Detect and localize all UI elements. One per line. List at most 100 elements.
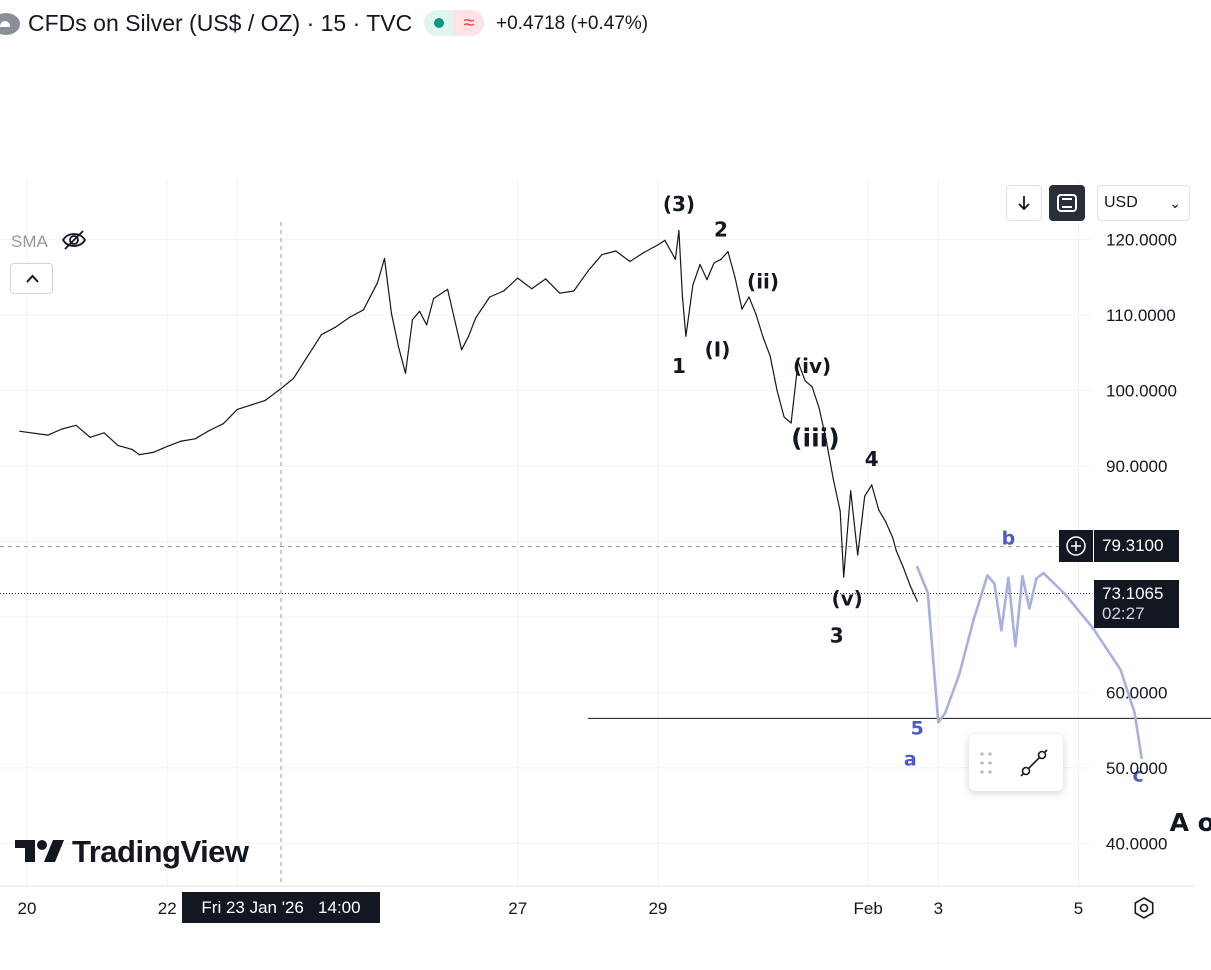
auto-scale-icon bbox=[1057, 194, 1077, 212]
price-point bbox=[643, 251, 645, 254]
plus-circle-icon bbox=[1066, 536, 1086, 556]
projection-point bbox=[1141, 757, 1143, 759]
price-axis: 40.0000 50.0000 60.0000 90.0000 100.0000 110.… bbox=[1106, 231, 1177, 854]
price-point bbox=[222, 423, 224, 425]
projection-point bbox=[986, 574, 989, 577]
wave-label: (I) bbox=[705, 338, 731, 362]
price-point bbox=[734, 276, 736, 278]
price-point bbox=[832, 477, 834, 479]
price-point bbox=[818, 407, 820, 409]
price-point bbox=[706, 279, 708, 281]
price-point bbox=[397, 346, 400, 348]
price-point bbox=[664, 239, 666, 241]
projection-point bbox=[1021, 575, 1024, 577]
eye-off-icon[interactable] bbox=[60, 228, 88, 252]
price-point bbox=[825, 439, 827, 441]
wave-label: 1 bbox=[672, 354, 686, 378]
last-price-value: 73.1065 bbox=[1102, 584, 1164, 603]
price-point bbox=[138, 454, 140, 456]
y-tick-label: 60.0000 bbox=[1106, 683, 1167, 702]
currency-value: USD bbox=[1104, 194, 1138, 211]
tradingview-logo-text: TradingView bbox=[72, 834, 249, 869]
price-point bbox=[681, 295, 684, 297]
projection-point bbox=[1028, 608, 1030, 610]
horizontal-lines bbox=[0, 546, 1211, 719]
price-point bbox=[755, 313, 757, 315]
price-point bbox=[306, 356, 308, 358]
price-point bbox=[47, 434, 49, 436]
projection-point bbox=[927, 592, 929, 594]
symbol-title[interactable]: CFDs on Silver (US$ / OZ) · 15 · TVC bbox=[28, 10, 413, 36]
market-status-pill[interactable]: ≈ bbox=[424, 10, 484, 36]
wave-label: (ii) bbox=[747, 270, 779, 294]
price-point bbox=[61, 428, 63, 430]
projection-point bbox=[1091, 626, 1094, 629]
projection-point bbox=[1134, 712, 1136, 714]
drag-handle-icon[interactable] bbox=[979, 750, 993, 776]
projection-point bbox=[1063, 592, 1066, 595]
price-point bbox=[278, 389, 280, 391]
wave-label: 2 bbox=[714, 218, 728, 242]
sma-indicator-label[interactable]: SMA bbox=[11, 232, 48, 251]
collapse-legend-button[interactable] bbox=[10, 263, 53, 294]
price-point bbox=[131, 448, 133, 450]
x-tick-label: 22 bbox=[158, 899, 177, 918]
price-point bbox=[89, 436, 91, 438]
price-point bbox=[601, 254, 603, 256]
price-point bbox=[264, 399, 266, 401]
scroll-to-latest-button[interactable] bbox=[1006, 185, 1042, 221]
x-tick-label: 20 bbox=[18, 899, 37, 918]
add-alert-button[interactable] bbox=[1059, 530, 1093, 562]
wave-label: c bbox=[1132, 764, 1143, 786]
settings-icon[interactable] bbox=[1132, 896, 1156, 920]
price-point bbox=[762, 336, 764, 338]
projection-point bbox=[944, 712, 946, 714]
projection-point bbox=[1000, 629, 1003, 632]
wave-label: a bbox=[904, 749, 917, 771]
price-point bbox=[843, 576, 845, 578]
crosshair-date-tag: Fri 23 Jan '26 14:00 bbox=[182, 892, 380, 923]
price-point bbox=[685, 335, 687, 337]
price-point bbox=[475, 317, 477, 319]
y-tick-label: 90.0000 bbox=[1106, 457, 1167, 476]
trend-line-icon[interactable] bbox=[1017, 746, 1051, 780]
auto-fit-button[interactable] bbox=[1049, 185, 1085, 221]
price-point bbox=[180, 440, 182, 442]
price-point bbox=[871, 484, 873, 486]
price-point bbox=[804, 380, 806, 382]
wave-label: (3) bbox=[663, 192, 695, 216]
price-point bbox=[426, 324, 428, 326]
pattern-label: (iii) bbox=[791, 423, 840, 452]
price-point bbox=[362, 309, 365, 311]
price-point bbox=[727, 251, 729, 253]
price-point bbox=[811, 386, 813, 388]
price-point bbox=[390, 313, 393, 315]
price-point bbox=[447, 288, 449, 290]
price-point bbox=[615, 250, 617, 252]
price-point bbox=[19, 430, 21, 432]
price-change: +0.4718 (+0.47%) bbox=[496, 13, 649, 34]
tradingview-logo[interactable]: TradingView bbox=[15, 834, 265, 876]
price-point bbox=[892, 537, 894, 539]
price-point bbox=[776, 390, 778, 392]
price-point bbox=[797, 361, 799, 363]
symbol-logo-icon[interactable] bbox=[0, 13, 20, 35]
chevron-down-icon: ⌄ bbox=[1169, 195, 1181, 211]
x-tick-label: 3 bbox=[934, 899, 943, 918]
price-point bbox=[864, 495, 866, 497]
last-price-tag: 73.1065 02:27 bbox=[1094, 580, 1179, 628]
wave-annotations: (3) 2 (ii) 1 (I) (iv) (iii) 4 (v) 3 b 5 a c A of Trian… bbox=[663, 192, 1211, 837]
price-point bbox=[75, 424, 77, 426]
floating-drawing-toolbar[interactable] bbox=[969, 734, 1063, 791]
wave-label: 3 bbox=[830, 624, 844, 648]
currency-select[interactable]: USD ⌄ bbox=[1097, 185, 1190, 221]
projection-point bbox=[1035, 577, 1037, 580]
price-point bbox=[720, 258, 722, 260]
price-point bbox=[348, 316, 351, 318]
price-point bbox=[790, 422, 792, 424]
y-tick-label: 110.0000 bbox=[1106, 306, 1176, 325]
pattern-label: A of Triangle bbox=[1170, 808, 1211, 837]
bar-countdown: 02:27 bbox=[1102, 604, 1145, 623]
price-series bbox=[19, 230, 918, 602]
